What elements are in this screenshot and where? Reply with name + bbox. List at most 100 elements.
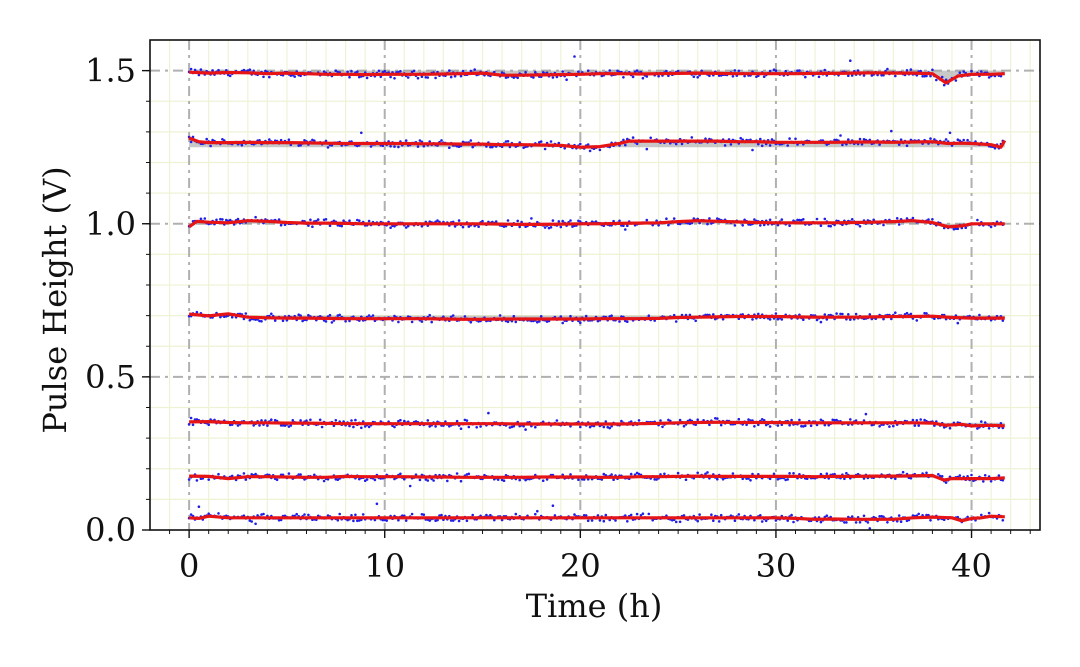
scatter-point	[189, 416, 193, 420]
scatter-point	[268, 138, 271, 141]
scatter-point	[639, 514, 643, 517]
scatter-point	[307, 224, 310, 227]
scatter-point	[399, 418, 402, 422]
scatter-point	[266, 424, 269, 427]
scatter-point	[792, 520, 795, 524]
scatter-point	[536, 509, 539, 513]
scatter-point	[459, 427, 463, 431]
scatter-point	[759, 137, 762, 141]
scatter-point	[690, 136, 694, 139]
scatter-point	[264, 419, 267, 422]
scatter-point	[997, 474, 1001, 477]
scatter-point	[858, 225, 862, 228]
scatter-point	[845, 471, 848, 475]
scatter-point	[297, 473, 301, 476]
scatter-point	[524, 428, 527, 431]
scatter-point	[493, 518, 496, 522]
scatter-point	[733, 519, 737, 522]
scatter-point	[825, 514, 829, 517]
scatter-point	[573, 55, 576, 58]
scatter-point	[622, 224, 625, 227]
scatter-point	[641, 76, 645, 80]
scatter-point	[428, 425, 432, 428]
scatter-point	[565, 78, 568, 81]
scatter-point	[195, 310, 199, 314]
scatter-point	[393, 145, 396, 148]
scatter-point	[835, 418, 838, 422]
scatter-point	[448, 146, 451, 149]
scatter-point	[236, 217, 240, 221]
scatter-point	[393, 425, 396, 429]
scatter-point	[397, 70, 400, 74]
scatter-point	[745, 423, 748, 427]
scatter-point	[250, 473, 253, 476]
scatter-point	[446, 479, 449, 483]
scatter-point	[674, 142, 678, 146]
scatter-point	[579, 425, 582, 429]
scatter-point	[541, 71, 545, 74]
x-tick-labels: 0 10 20 30 40	[179, 547, 992, 585]
scatter-point	[586, 519, 590, 523]
scatter-point	[641, 512, 645, 515]
scatter-point	[948, 426, 952, 430]
scatter-point	[802, 425, 805, 428]
scatter-point	[768, 425, 772, 428]
scatter-point	[422, 144, 426, 148]
scatter-point	[467, 225, 471, 228]
scatter-point	[506, 219, 510, 222]
scatter-point	[733, 69, 737, 72]
scatter-point	[825, 472, 829, 476]
scatter-point	[393, 225, 396, 228]
scatter-point	[682, 514, 686, 517]
scatter-point	[408, 484, 412, 488]
scatter-point	[197, 505, 201, 509]
scatter-point	[215, 218, 218, 222]
scatter-point	[757, 312, 760, 316]
scatter-point	[729, 143, 733, 146]
scatter-point	[645, 75, 649, 78]
scatter-point	[890, 317, 893, 321]
scatter-point	[404, 519, 408, 522]
scatter-point	[688, 313, 692, 317]
scatter-point	[768, 69, 772, 73]
scatter-point	[451, 314, 455, 317]
scatter-point	[469, 139, 473, 142]
scatter-point	[313, 473, 316, 477]
scatter-point	[258, 319, 261, 323]
scatter-point	[338, 512, 342, 516]
scatter-point	[696, 471, 699, 475]
scatter-point	[262, 512, 265, 516]
scatter-point	[823, 313, 827, 316]
scatter-point	[348, 75, 351, 79]
scatter-point	[504, 140, 508, 143]
scatter-point	[512, 424, 516, 428]
scatter-point	[279, 424, 283, 427]
scatter-point	[942, 83, 946, 87]
scatter-point	[882, 223, 885, 227]
scatter-point	[655, 478, 658, 481]
scatter-point	[624, 143, 627, 147]
scatter-point	[637, 472, 641, 476]
scatter-point	[436, 518, 439, 522]
scatter-point	[250, 520, 253, 523]
scatter-point	[410, 320, 414, 324]
scatter-point	[759, 224, 762, 227]
scatter-point	[260, 320, 263, 323]
scatter-point	[228, 218, 232, 222]
scatter-point	[494, 220, 498, 223]
scatter-point	[260, 513, 263, 516]
scatter-point	[694, 319, 697, 323]
scatter-point	[854, 521, 858, 524]
scatter-point	[226, 73, 230, 77]
scatter-point	[827, 423, 830, 427]
scatter-point	[618, 219, 621, 223]
scatter-point	[944, 481, 948, 484]
scatter-point	[301, 319, 304, 323]
scatter-point	[318, 418, 322, 422]
scatter-point	[221, 138, 224, 141]
scatter-point	[342, 219, 345, 222]
scatter-point	[518, 225, 521, 229]
scatter-point	[774, 519, 778, 522]
series-line	[189, 420, 1005, 428]
